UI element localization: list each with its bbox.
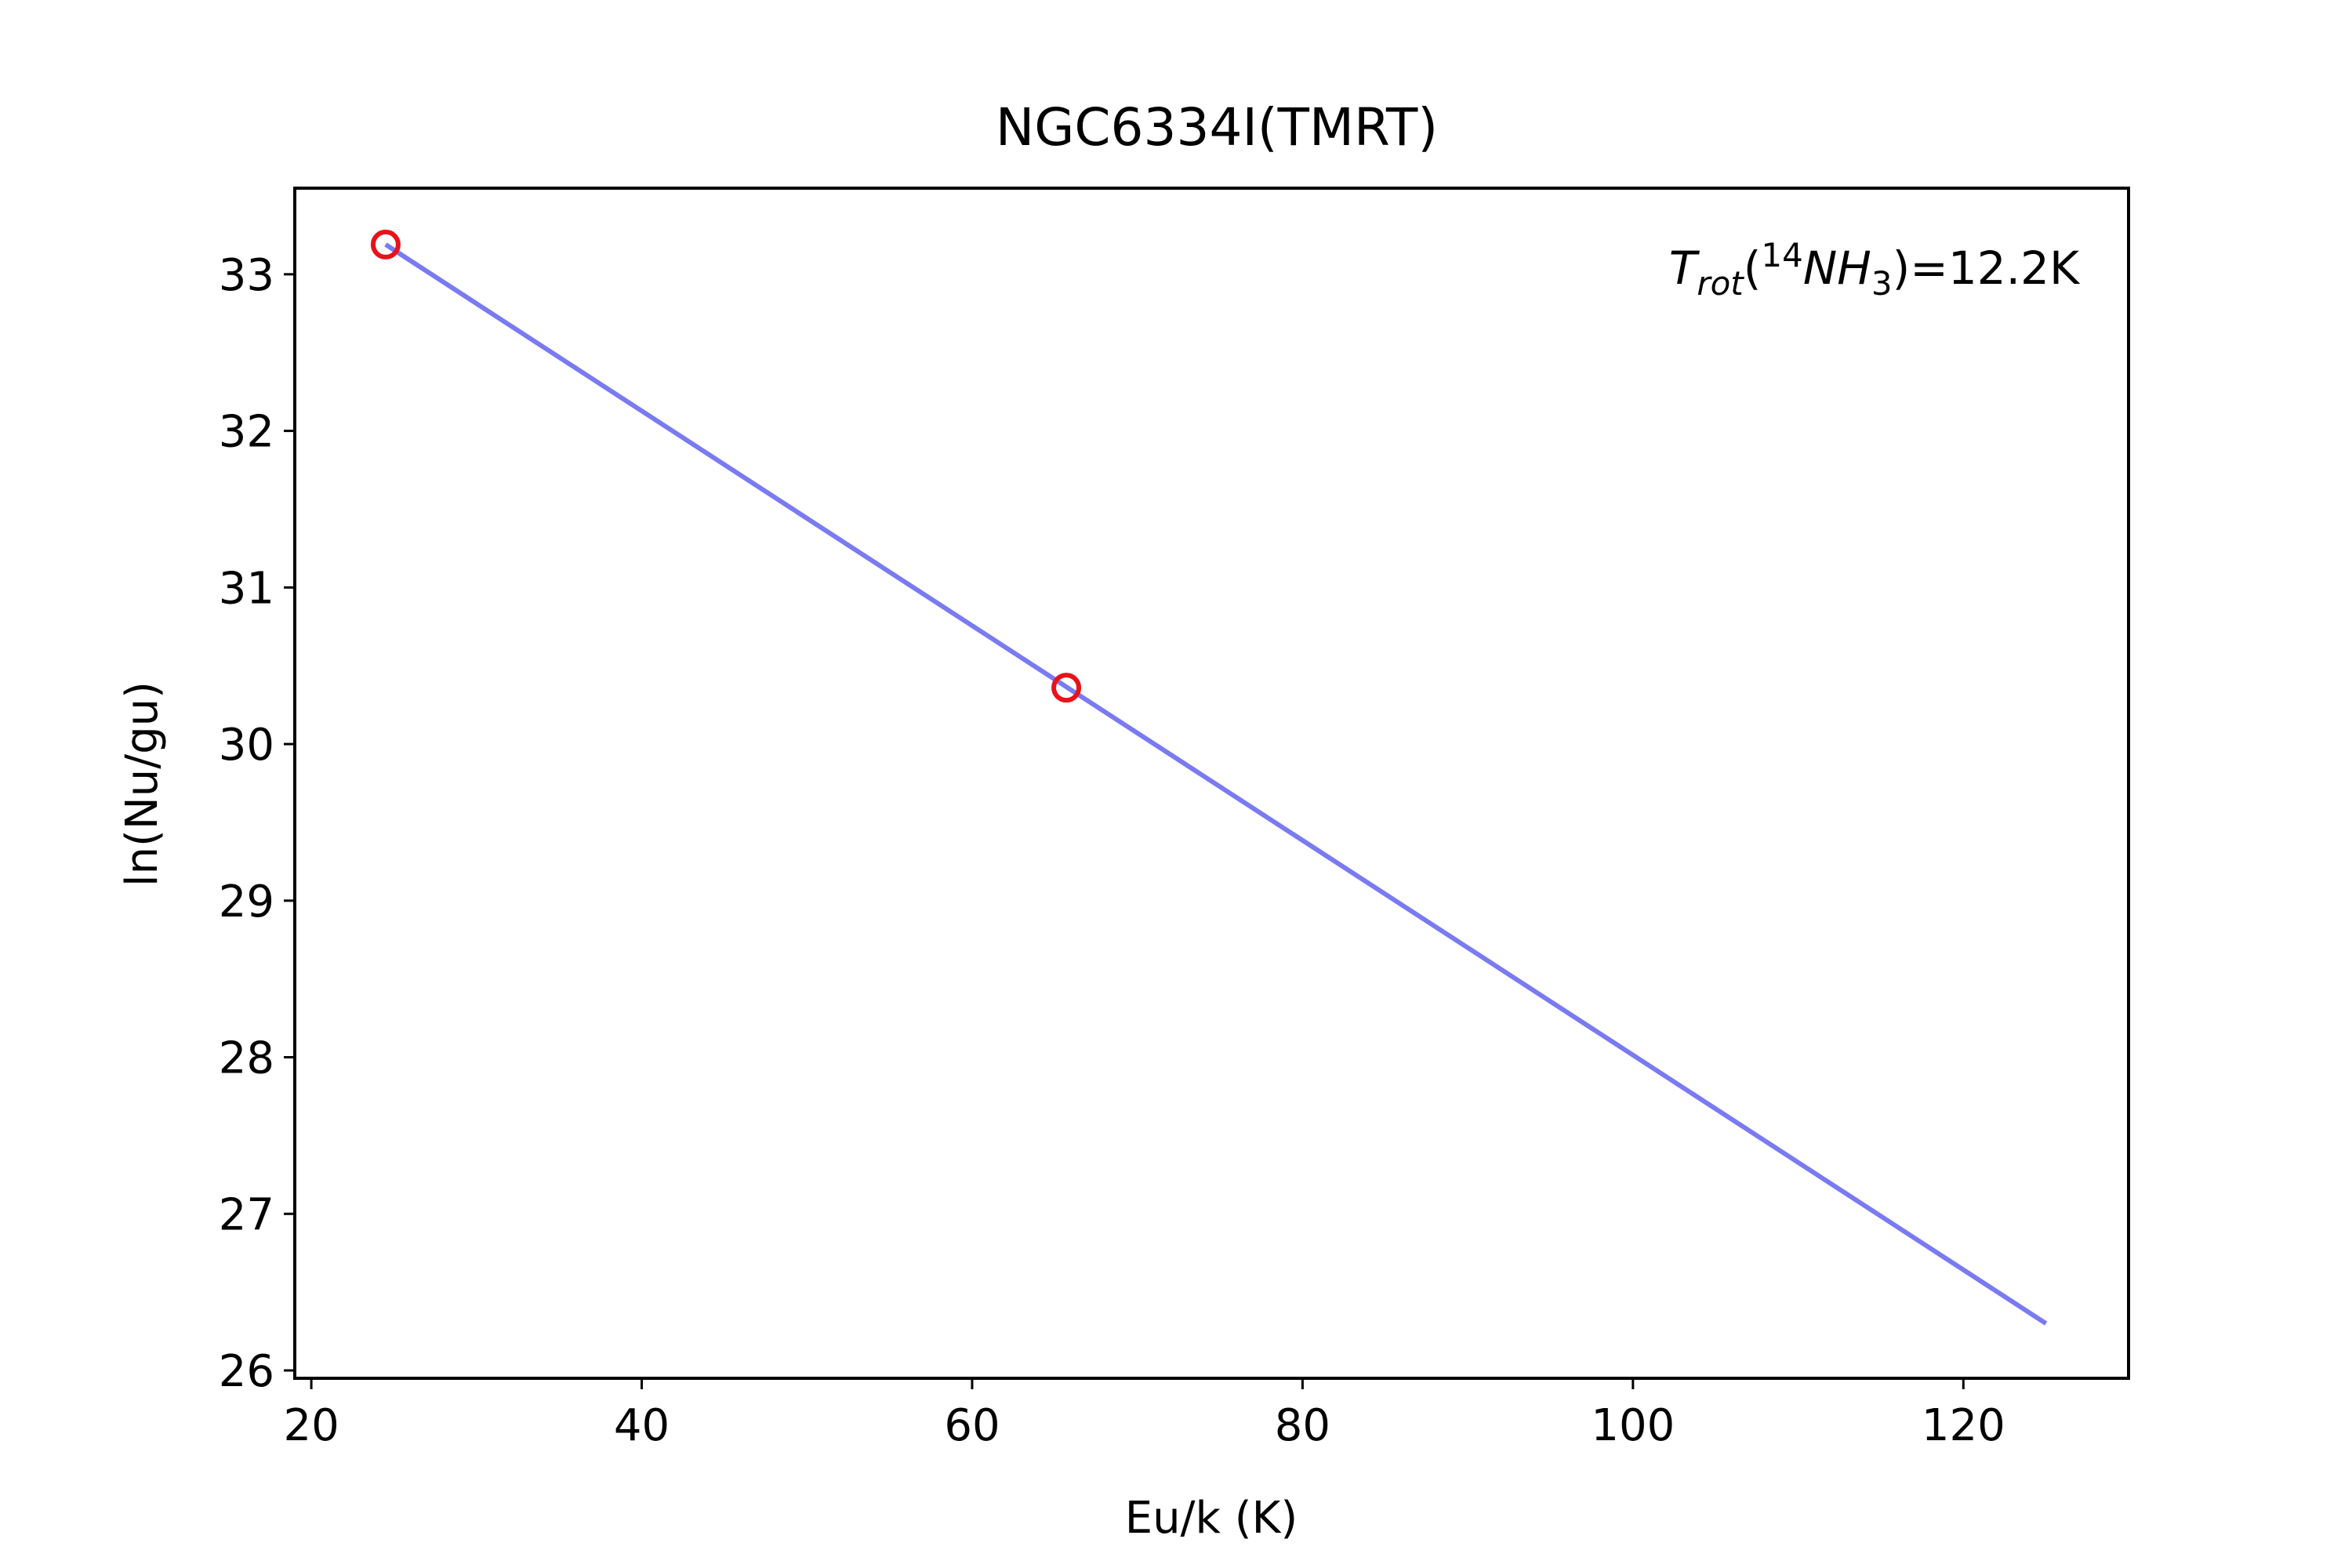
y-tick-label: 33 (219, 250, 274, 301)
x-axis: 20 40 60 80 100 120 (283, 1378, 2005, 1451)
annotation-mol: NH (1803, 241, 1871, 295)
annotation-open: ( (1744, 241, 1762, 295)
y-tick-label: 31 (219, 563, 274, 614)
x-tick-label: 80 (1275, 1400, 1330, 1451)
trot-annotation: Trot(14NH3)=12.2K (1669, 236, 2081, 303)
y-axis: 26 27 28 29 30 31 32 33 (219, 250, 295, 1397)
y-tick-label: 32 (219, 407, 274, 458)
annotation-T: T (1669, 241, 1700, 295)
y-tick-label: 29 (219, 877, 274, 927)
x-axis-label: Eu/k (K) (1125, 1493, 1298, 1544)
annotation-rest: )=12.2K (1893, 241, 2081, 295)
annotation-iso: 14 (1761, 236, 1802, 274)
data-point (370, 229, 401, 260)
y-axis-label: ln(Nu/gu) (117, 681, 168, 887)
annotation-mol-sub: 3 (1871, 264, 1893, 303)
annotation-T-sub: rot (1697, 264, 1744, 303)
x-tick-label: 20 (283, 1400, 339, 1451)
plot-frame (293, 187, 2130, 1380)
x-tick-label: 120 (1922, 1400, 2005, 1451)
data-point (1051, 673, 1082, 703)
y-tick-label: 28 (219, 1033, 274, 1084)
x-tick-label: 40 (614, 1400, 670, 1451)
y-tick-label: 30 (219, 720, 274, 771)
x-tick-label: 100 (1591, 1400, 1675, 1451)
chart-title: NGC6334I(TMRT) (996, 97, 1438, 158)
x-tick-label: 60 (944, 1400, 1000, 1451)
y-tick-label: 27 (219, 1189, 274, 1240)
fit-line (384, 242, 2048, 1326)
y-tick-label: 26 (219, 1346, 274, 1397)
plot-area (370, 229, 2048, 1326)
